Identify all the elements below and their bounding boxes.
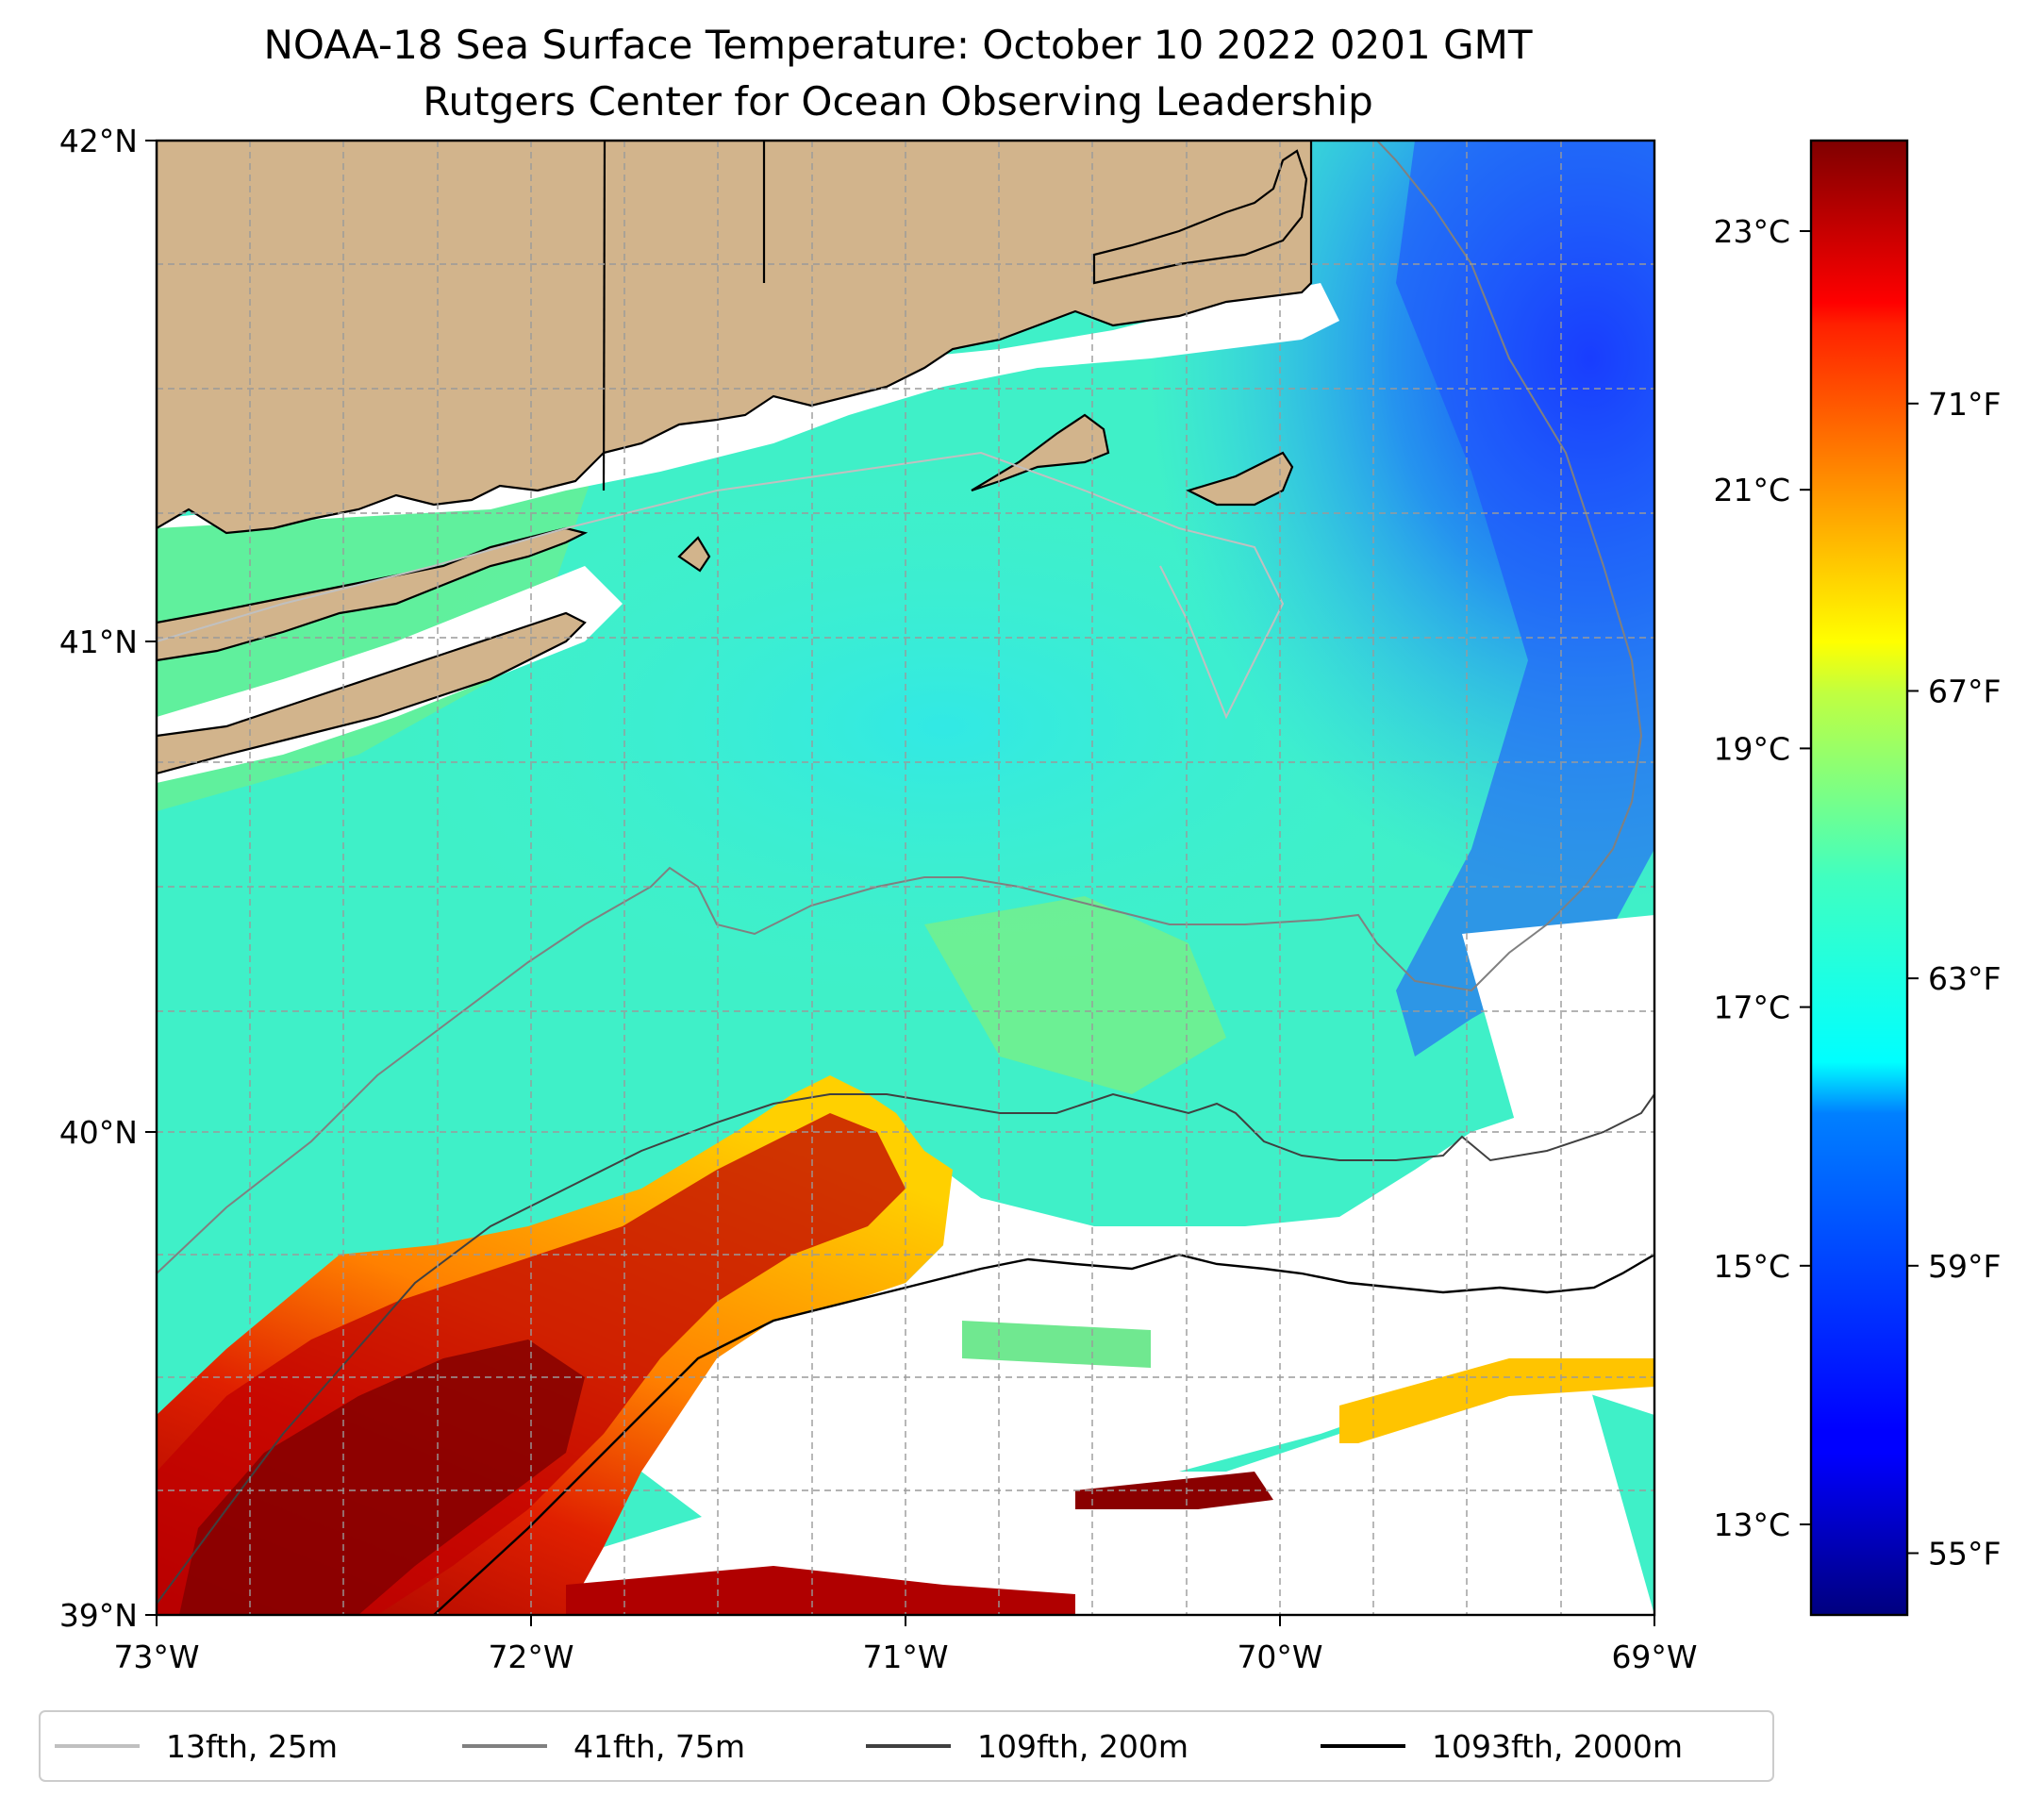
colorbar-celsius-label: 19°C [1713,730,1790,767]
sst-warm-patch-2 [1339,1358,1654,1443]
land-new-england [157,141,1313,535]
legend-label: 41fth, 75m [573,1728,745,1765]
isobath-25m [157,451,1285,720]
colorbar-celsius-label: 17°C [1713,990,1790,1026]
x-tick-label: 69°W [1611,1639,1697,1675]
y-tick-label: 40°N [59,1114,138,1151]
x-axis [156,1615,1655,1626]
map-subtitle: Rutgers Center for Ocean Observing Leade… [423,78,1373,125]
land-cape-cod [1092,149,1308,285]
colorbar-fahrenheit-label: 63°F [1928,960,2001,997]
y-tick-label: 39°N [59,1597,138,1634]
land-long-island-north [157,611,587,775]
colorbar-fahrenheit-label: 59°F [1928,1248,2001,1285]
sst-warm-patch-1 [1075,1472,1273,1509]
colorbar [1809,139,1909,1617]
map-panel [157,141,1654,1615]
x-tick-label: 71°W [862,1639,948,1675]
x-tick-label: 72°W [488,1639,573,1675]
isobath-2000m [433,1253,1654,1615]
land-marthas-vineyard [971,413,1110,492]
colorbar-celsius-label: 13°C [1713,1506,1790,1543]
y-axis [145,140,157,1616]
state-border-1 [602,141,607,491]
map-title: NOAA-18 Sea Surface Temperature: October… [263,22,1532,68]
sst-cold-band [1396,141,1654,1057]
sst-green-patch [962,1321,1151,1368]
sst-warm-patch-3 [566,1566,1075,1615]
colorbar-celsius-label: 21°C [1713,472,1790,508]
sst-green-eddy [924,896,1226,1094]
gridlines [157,141,1654,1615]
isobath-legend: 13fth, 25m 41fth, 75m 109fth, 200m 1093f… [39,1710,1774,1782]
land-block-island [677,536,711,573]
isobath-75m [157,141,1643,1274]
sst-warm-dark [179,1339,585,1615]
legend-label: 13fth, 25m [166,1728,338,1765]
legend-label: 1093fth, 2000m [1432,1728,1683,1765]
colorbar-ticks: 23°C 21°C 19°C 17°C 15°C 13°C 71°F 67°F 63°F 59°F… [1713,213,2001,1572]
colorbar-celsius-label: 15°C [1713,1248,1790,1285]
y-tick-label: 42°N [59,123,138,159]
colorbar-celsius-label: 23°C [1713,213,1790,250]
colorbar-fahrenheit-label: 71°F [1928,386,2001,423]
isobath-200m [157,1092,1654,1605]
x-tick-label: 70°W [1237,1639,1322,1675]
land-nantucket [1186,451,1294,507]
cloud-mask-south [547,915,1654,1615]
x-tick-label: 73°W [113,1639,199,1675]
colorbar-fahrenheit-label: 67°F [1928,673,2001,709]
y-tick-label: 41°N [59,624,138,660]
cloud-mask-center [641,1085,1654,1528]
colorbar-fahrenheit-label: 55°F [1928,1535,2001,1572]
legend-label: 109fth, 200m [977,1728,1188,1765]
